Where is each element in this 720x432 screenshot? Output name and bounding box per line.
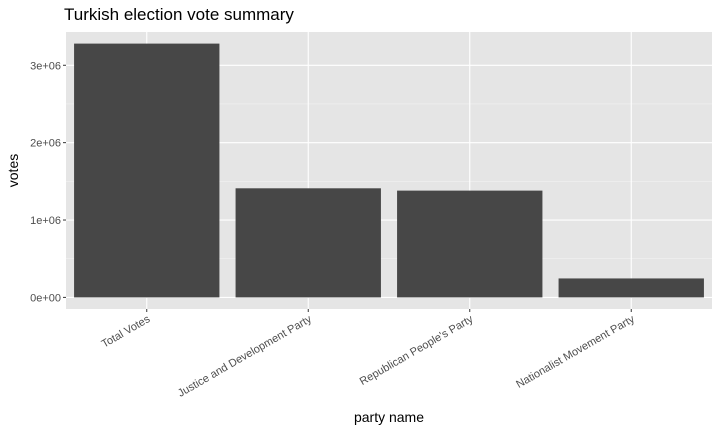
x-tick-label: Republican People's Party: [358, 313, 476, 388]
y-tick-label: 0e+00: [30, 292, 61, 304]
chart-title: Turkish election vote summary: [64, 5, 294, 24]
y-tick-label: 1e+06: [30, 215, 61, 227]
bars: [74, 43, 704, 298]
y-tick-label: 2e+06: [30, 138, 61, 150]
y-axis-title: votes: [5, 154, 21, 187]
x-tick-label: Nationalist Movement Party: [514, 313, 637, 391]
bar: [558, 278, 704, 298]
y-tick-label: 3e+06: [30, 60, 61, 72]
bar: [397, 190, 543, 298]
x-tick-label: Total Votes: [100, 313, 153, 351]
bar: [74, 43, 220, 298]
bar: [235, 188, 381, 298]
y-axis: 0e+00 1e+06 2e+06 3e+06: [30, 60, 66, 304]
x-axis-title: party name: [354, 409, 424, 425]
x-axis: Total Votes Justice and Development Party…: [100, 309, 637, 400]
x-tick-label: Justice and Development Party: [176, 313, 314, 400]
